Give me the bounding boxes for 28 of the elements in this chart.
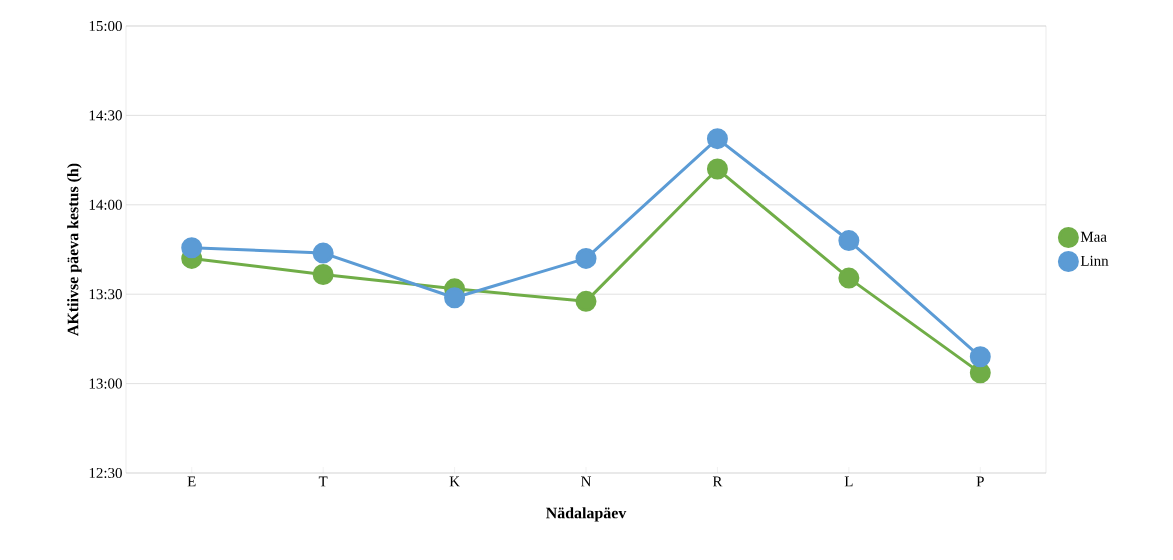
x-tick-label: E: [187, 476, 196, 487]
point: [969, 346, 991, 368]
x-axis-title: Nädalapäev: [546, 507, 627, 522]
x-tick-label: T: [318, 476, 328, 487]
point: [181, 237, 203, 259]
point: [838, 267, 860, 289]
y-tick-label: 14:30: [89, 110, 122, 121]
y-tick-label: 12:30: [89, 467, 122, 479]
y-tick-label: 15:00: [89, 20, 122, 32]
y-tick-label: 14:00: [89, 199, 122, 210]
x-tick-label: P: [976, 476, 984, 487]
point: [444, 287, 466, 309]
legend-label: Maa: [1080, 231, 1107, 242]
x-tick-label: R: [712, 476, 723, 487]
point: [312, 242, 334, 264]
point: [312, 264, 334, 286]
point: [838, 230, 860, 252]
legend-label: Linn: [1080, 255, 1109, 266]
point: [706, 128, 728, 150]
x-tick-label: L: [844, 476, 853, 487]
x-tick-label: N: [581, 476, 592, 487]
y-tick-label: 13:30: [89, 289, 122, 300]
point: [706, 158, 728, 180]
y-axis-title: AKtiivse päeva kestus (h): [67, 163, 82, 336]
y-tick-label: 13:00: [89, 378, 122, 389]
point: [575, 290, 597, 312]
point: [575, 247, 597, 269]
x-tick-label: K: [449, 476, 460, 487]
